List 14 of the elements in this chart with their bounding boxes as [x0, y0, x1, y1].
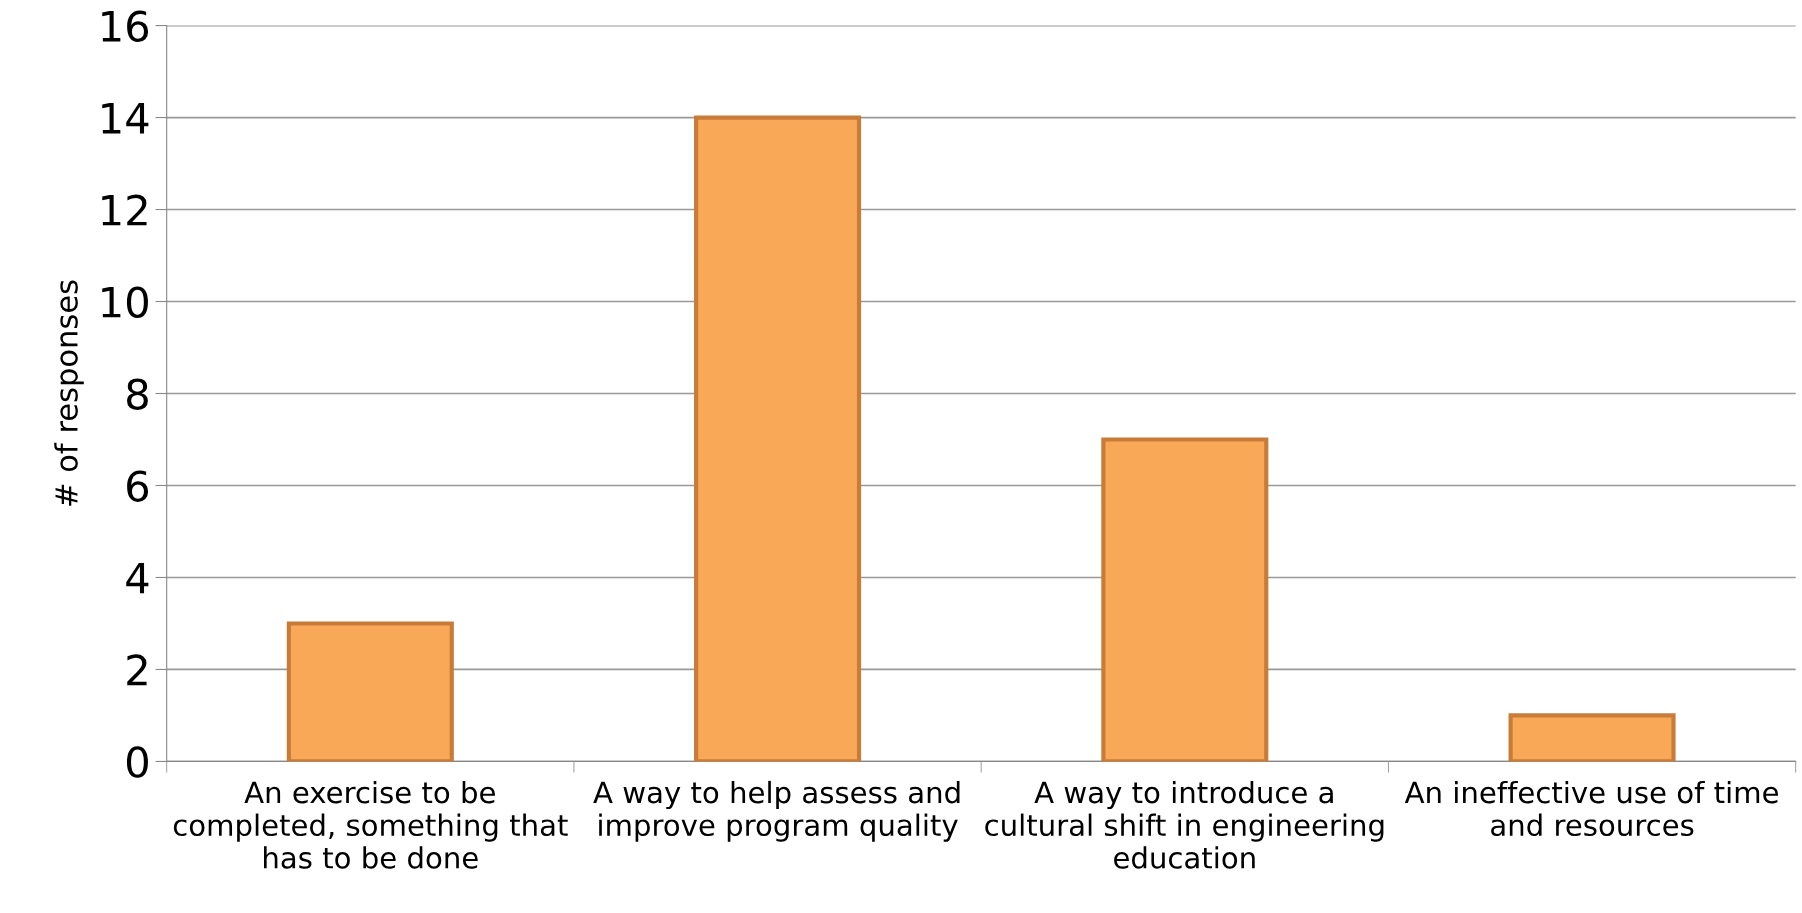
y-tick-label: 12 — [102, 194, 147, 226]
x-tick-label: An ineffective use of time and resources — [1404, 780, 1778, 837]
y-axis-title: # of responses — [54, 280, 84, 506]
y-tick-label: 4 — [126, 562, 149, 594]
y-tick-label: 16 — [102, 10, 149, 42]
y-tick-label: 2 — [127, 654, 147, 686]
y-tick-label: 0 — [126, 746, 148, 778]
y-tick-label: 8 — [127, 378, 148, 410]
y-tick-label: 10 — [102, 286, 148, 318]
y-tick-label: 6 — [127, 470, 149, 502]
x-tick-label: An exercise to be completed, something that has to be done — [173, 780, 568, 869]
y-tick-label: 14 — [102, 103, 149, 134]
x-tick-label: A way to introduce a cultural shift in engineering education — [985, 780, 1384, 869]
x-tick-label: A way to help assess and improve program quality — [593, 780, 960, 842]
